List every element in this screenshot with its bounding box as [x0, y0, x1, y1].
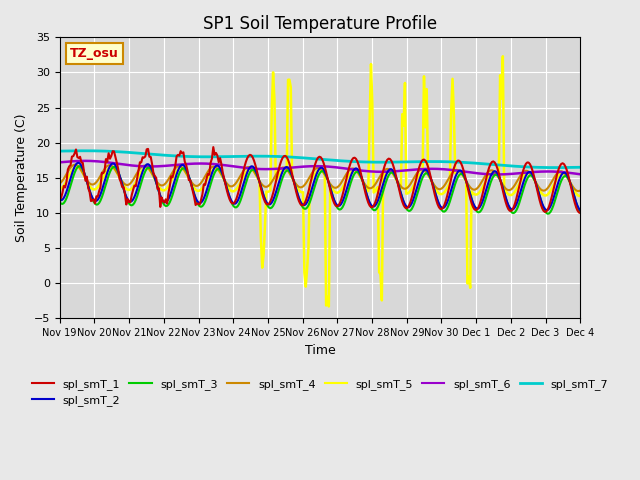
spl_smT_5 — [324, 294, 332, 300]
spl_smT_5 — [577, 193, 584, 199]
spl_smT_3 — [577, 210, 584, 216]
spl_smT_5 — [90, 187, 97, 192]
spl_smT_3 — [75, 163, 83, 169]
spl_smT_5 — [325, 303, 333, 309]
spl_smT_3 — [428, 180, 436, 185]
spl_smT_4 — [75, 164, 83, 170]
spl_smT_6 — [428, 166, 436, 172]
spl_smT_5 — [428, 180, 436, 185]
spl_smT_7 — [325, 157, 333, 163]
spl_smT_7 — [577, 164, 584, 170]
X-axis label: Time: Time — [305, 344, 335, 357]
spl_smT_1 — [325, 181, 333, 187]
Line: spl_smT_3: spl_smT_3 — [60, 166, 580, 214]
Line: spl_smT_6: spl_smT_6 — [60, 161, 580, 174]
spl_smT_3 — [506, 206, 513, 212]
spl_smT_6 — [74, 158, 81, 164]
spl_smT_2 — [428, 180, 436, 185]
spl_smT_4 — [71, 162, 79, 168]
spl_smT_6 — [56, 159, 63, 165]
spl_smT_2 — [577, 207, 584, 213]
Line: spl_smT_5: spl_smT_5 — [60, 56, 580, 306]
spl_smT_2 — [506, 204, 513, 210]
spl_smT_7 — [506, 163, 513, 169]
spl_smT_5 — [575, 193, 583, 199]
spl_smT_7 — [74, 148, 81, 154]
spl_smT_3 — [575, 207, 583, 213]
spl_smT_1 — [577, 210, 584, 216]
Title: SP1 Soil Temperature Profile: SP1 Soil Temperature Profile — [203, 15, 437, 33]
spl_smT_6 — [82, 158, 90, 164]
spl_smT_1 — [209, 144, 217, 150]
spl_smT_2 — [91, 198, 99, 204]
spl_smT_3 — [91, 201, 99, 206]
spl_smT_4 — [577, 188, 584, 193]
Legend: spl_smT_1, spl_smT_2, spl_smT_3, spl_smT_4, spl_smT_5, spl_smT_6, spl_smT_7: spl_smT_1, spl_smT_2, spl_smT_3, spl_smT… — [28, 374, 612, 410]
Y-axis label: Soil Temperature (C): Soil Temperature (C) — [15, 114, 28, 242]
spl_smT_7 — [428, 159, 436, 165]
spl_smT_5 — [74, 164, 81, 170]
Line: spl_smT_7: spl_smT_7 — [60, 151, 580, 168]
spl_smT_7 — [56, 148, 63, 154]
spl_smT_7 — [550, 165, 558, 170]
spl_smT_4 — [325, 179, 333, 185]
spl_smT_2 — [75, 160, 83, 166]
spl_smT_4 — [575, 188, 583, 194]
spl_smT_2 — [56, 197, 63, 203]
Line: spl_smT_4: spl_smT_4 — [60, 165, 580, 191]
spl_smT_7 — [575, 165, 583, 170]
spl_smT_3 — [544, 211, 552, 216]
Text: TZ_osu: TZ_osu — [70, 47, 119, 60]
spl_smT_1 — [573, 208, 581, 214]
spl_smT_6 — [493, 171, 501, 177]
spl_smT_4 — [506, 187, 513, 193]
spl_smT_6 — [577, 171, 584, 177]
spl_smT_7 — [82, 148, 90, 154]
spl_smT_1 — [428, 180, 436, 186]
spl_smT_4 — [573, 188, 581, 194]
spl_smT_3 — [56, 199, 63, 205]
spl_smT_6 — [91, 158, 99, 164]
spl_smT_6 — [507, 171, 515, 177]
spl_smT_4 — [91, 180, 99, 186]
spl_smT_1 — [74, 154, 81, 160]
spl_smT_5 — [499, 53, 507, 59]
spl_smT_6 — [325, 164, 333, 169]
spl_smT_1 — [506, 208, 513, 214]
spl_smT_4 — [56, 180, 63, 186]
spl_smT_3 — [325, 180, 333, 186]
spl_smT_1 — [56, 194, 63, 200]
Line: spl_smT_1: spl_smT_1 — [60, 147, 580, 213]
spl_smT_2 — [74, 160, 81, 166]
Line: spl_smT_2: spl_smT_2 — [60, 163, 580, 210]
spl_smT_3 — [74, 165, 81, 170]
spl_smT_4 — [428, 179, 436, 185]
spl_smT_2 — [325, 180, 333, 186]
spl_smT_7 — [91, 148, 99, 154]
spl_smT_2 — [573, 203, 581, 209]
spl_smT_6 — [575, 171, 583, 177]
spl_smT_5 — [507, 192, 515, 198]
spl_smT_1 — [90, 196, 97, 202]
spl_smT_5 — [56, 186, 63, 192]
